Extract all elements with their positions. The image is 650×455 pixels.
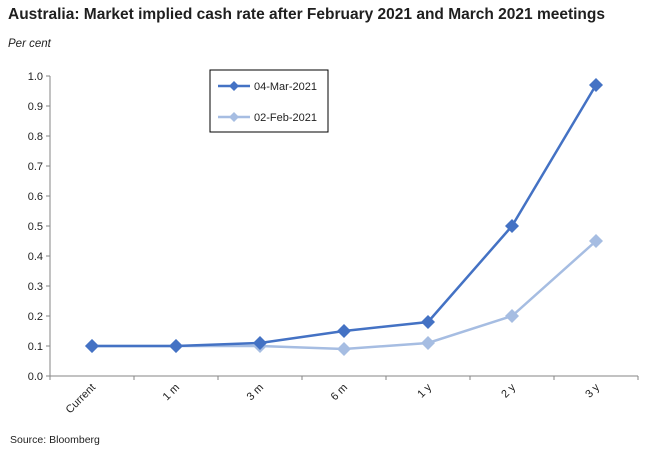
data-point-0-6: [589, 234, 603, 248]
legend-swatch-marker: [229, 81, 239, 91]
data-point-1-6: [589, 78, 603, 92]
data-point-0-4: [421, 336, 435, 350]
y-tick-label: 0.6: [28, 191, 43, 203]
legend-label: 04-Mar-2021: [254, 81, 317, 93]
x-tick-label: Current: [64, 382, 98, 416]
data-point-1-3: [337, 324, 351, 338]
y-tick-label: 0.1: [28, 341, 43, 353]
legend-box: [209, 69, 329, 133]
data-point-0-3: [337, 342, 351, 356]
chart-title: Australia: Market implied cash rate afte…: [8, 6, 605, 23]
x-tick-label: 3 m: [245, 382, 266, 403]
x-tick-label: 6 m: [329, 382, 350, 403]
x-tick-label: 2 y: [499, 381, 518, 400]
x-tick-label: 3 y: [583, 381, 602, 400]
y-tick-label: 0.5: [28, 221, 43, 233]
axes: [46, 75, 639, 380]
data-point-0-5: [505, 309, 519, 323]
legend: 04-Mar-2021 02-Feb-2021: [209, 69, 329, 133]
legend-label: 02-Feb-2021: [254, 112, 317, 124]
y-axis-unit-label: Per cent: [8, 38, 51, 50]
y-tick-label: 0.9: [28, 101, 43, 113]
y-tick-label: 0.0: [28, 371, 43, 383]
y-tick-label: 0.2: [28, 311, 43, 323]
data-point-1-4: [421, 315, 435, 329]
y-tick-label: 0.7: [28, 161, 43, 173]
data-point-1-1: [169, 339, 183, 353]
series-group: [85, 78, 603, 356]
x-tick-label: 1 m: [161, 382, 182, 403]
y-tick-label: 0.3: [28, 281, 43, 293]
y-tick-label: 0.8: [28, 131, 43, 143]
legend-swatch-marker: [229, 112, 239, 122]
data-point-1-5: [505, 219, 519, 233]
source-note: Source: Bloomberg: [10, 434, 100, 446]
data-point-1-2: [253, 336, 267, 350]
x-tick-label: 1 y: [415, 381, 434, 400]
y-tick-label: 1.0: [28, 71, 43, 83]
y-tick-label: 0.4: [28, 251, 43, 263]
data-point-1-0: [85, 339, 99, 353]
